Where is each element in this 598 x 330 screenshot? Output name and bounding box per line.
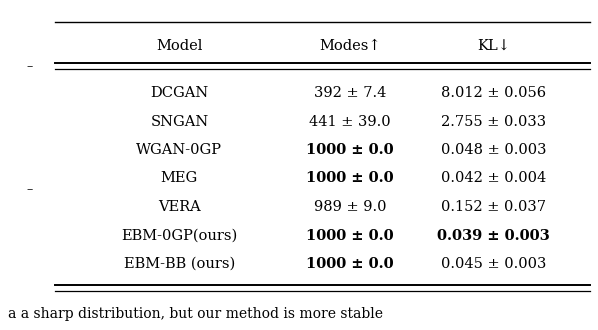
- Text: EBM-BB (ours): EBM-BB (ours): [124, 257, 235, 271]
- Text: WGAN-0GP: WGAN-0GP: [136, 143, 222, 157]
- Text: 0.039 ± 0.003: 0.039 ± 0.003: [437, 228, 550, 243]
- Text: 2.755 ± 0.033: 2.755 ± 0.033: [441, 115, 546, 128]
- Text: VERA: VERA: [158, 200, 201, 214]
- Text: EBM-0GP(ours): EBM-0GP(ours): [121, 228, 237, 243]
- Text: 0.042 ± 0.004: 0.042 ± 0.004: [441, 172, 546, 185]
- Text: 989 ± 9.0: 989 ± 9.0: [313, 200, 386, 214]
- Text: 1000 ± 0.0: 1000 ± 0.0: [306, 228, 393, 243]
- Text: SNGAN: SNGAN: [150, 115, 209, 128]
- Text: 0.045 ± 0.003: 0.045 ± 0.003: [441, 257, 546, 271]
- Text: 0.048 ± 0.003: 0.048 ± 0.003: [441, 143, 546, 157]
- Text: a a sharp distribution, but our method is more stable: a a sharp distribution, but our method i…: [8, 307, 383, 321]
- Text: –: –: [27, 60, 33, 74]
- Text: 0.152 ± 0.037: 0.152 ± 0.037: [441, 200, 546, 214]
- Text: 1000 ± 0.0: 1000 ± 0.0: [306, 172, 393, 185]
- Text: 441 ± 39.0: 441 ± 39.0: [309, 115, 390, 128]
- Text: 1000 ± 0.0: 1000 ± 0.0: [306, 143, 393, 157]
- Text: 392 ± 7.4: 392 ± 7.4: [313, 86, 386, 100]
- Text: KL↓: KL↓: [477, 39, 510, 53]
- Text: 1000 ± 0.0: 1000 ± 0.0: [306, 257, 393, 271]
- Text: DCGAN: DCGAN: [150, 86, 209, 100]
- Text: –: –: [27, 183, 33, 196]
- Text: MEG: MEG: [161, 172, 198, 185]
- Text: Model: Model: [156, 39, 203, 53]
- Text: 8.012 ± 0.056: 8.012 ± 0.056: [441, 86, 546, 100]
- Text: Modes↑: Modes↑: [319, 39, 381, 53]
